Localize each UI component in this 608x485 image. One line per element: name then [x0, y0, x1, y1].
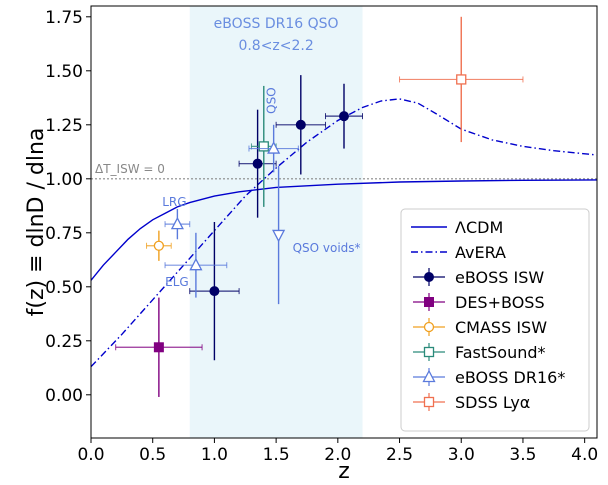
legend-label: CMASS ISW: [455, 318, 547, 337]
y-tick-label: 0.50: [45, 278, 83, 298]
y-tick-label: 1.50: [45, 62, 83, 82]
marker: [339, 111, 349, 122]
legend-label: eBOSS DR16*: [455, 368, 565, 387]
data-point-eboss-dr16-: [164, 209, 191, 240]
shaded-region-label: 0.8<z<2.2: [238, 38, 313, 54]
x-tick-label: 2.0: [324, 445, 351, 465]
legend-entry-eboss-isw: eBOSS ISW: [413, 268, 544, 287]
y-tick-label: 1.75: [45, 8, 83, 28]
y-tick-label: 1.00: [45, 170, 83, 190]
legend-entry-sdss-ly-: SDSS Lyα: [413, 393, 530, 412]
data-point-eboss-isw: [324, 83, 364, 149]
point-label: QSO voids*: [293, 241, 361, 255]
data-point-eboss-isw: [238, 109, 277, 218]
data-point-eboss-isw: [189, 222, 240, 361]
legend-marker: [423, 396, 435, 408]
legend-entry-eboss-dr16-: eBOSS DR16*: [413, 368, 565, 387]
plot-frame: [90, 5, 598, 439]
x-tick-label: 1.5: [263, 445, 290, 465]
marker: [170, 216, 184, 230]
x-tick-label: 2.5: [386, 445, 413, 465]
legend-entry-cmass-isw: CMASS ISW: [413, 318, 547, 337]
legend-label: DES+BOSS: [455, 293, 545, 312]
reference-line-label: ΔT_ISW = 0: [95, 162, 165, 176]
shaded-region-label: eBOSS DR16 QSO: [214, 16, 339, 32]
y-axis-label: f(z) ≡ dlnD / dlna: [24, 128, 49, 317]
marker: [456, 74, 467, 85]
x-tick-label: 0.0: [77, 445, 104, 465]
plot-area: eBOSS DR16 QSO 0.8<z<2.2 ΔT_ISW = 0 LRG ELG Q…: [91, 6, 597, 438]
x-tick-label: 1.0: [201, 445, 228, 465]
data-point-cmass-isw: [146, 230, 172, 261]
data-point-sdss-ly-: [399, 16, 524, 143]
shaded-region: [189, 6, 363, 438]
legend-marker: [422, 369, 436, 383]
legend-entry-avera: AvERA: [411, 243, 506, 262]
data-point-eboss-isw: [275, 75, 326, 175]
x-tick-label: 4.0: [571, 445, 598, 465]
legend-entry-fastsound-: FastSound*: [413, 343, 546, 362]
x-tick-label: 0.5: [139, 445, 166, 465]
legend-label: ΛCDM: [455, 218, 503, 237]
legend-label: AvERA: [455, 243, 506, 262]
marker: [258, 141, 269, 152]
legend-marker: [423, 346, 435, 358]
y-tick-label: 0.75: [45, 224, 83, 244]
y-tick-label: 1.25: [45, 116, 83, 136]
legend-label: SDSS Lyα: [455, 393, 530, 412]
point-label: ELG: [165, 275, 189, 289]
marker: [189, 257, 203, 271]
y-tick-label: 0.00: [45, 386, 83, 406]
axis-ticks: 0.0 0.5 1.0 1.5 2.0 2.5 3.0 3.5 4.0 0.00 0.25 0.50 0…: [45, 8, 598, 465]
marker: [153, 240, 165, 251]
y-tick-label: 0.25: [45, 332, 83, 352]
legend-label: FastSound*: [455, 343, 546, 362]
x-axis-label: z: [338, 459, 350, 484]
marker: [267, 141, 281, 154]
marker: [153, 342, 164, 353]
marker: [295, 119, 306, 130]
curve--cdm: [91, 179, 597, 281]
marker: [252, 158, 263, 169]
legend-marker: [423, 321, 435, 333]
data-point-des-boss: [115, 297, 203, 397]
data-point-eboss-dr16-: [248, 124, 299, 173]
data-point-eboss-dr16-: [272, 165, 286, 305]
marker: [272, 229, 286, 243]
legend-box: [400, 208, 590, 432]
point-label: QSO: [265, 87, 279, 114]
point-label: LRG: [162, 195, 186, 209]
x-tick-label: 3.5: [509, 445, 536, 465]
legend-marker: [424, 272, 434, 282]
legend: ΛCDM AvERA eBOSS ISW DES+BOSS CMASS ISW FastS…: [400, 208, 590, 432]
legend-marker: [424, 297, 434, 307]
marker: [209, 286, 220, 297]
x-tick-label: 3.0: [448, 445, 475, 465]
legend-label: eBOSS ISW: [455, 268, 544, 287]
legend-entry--cdm: ΛCDM: [411, 218, 503, 237]
data-point-eboss-dr16-: [164, 232, 228, 298]
legend-entry-des-boss: DES+BOSS: [413, 293, 545, 312]
